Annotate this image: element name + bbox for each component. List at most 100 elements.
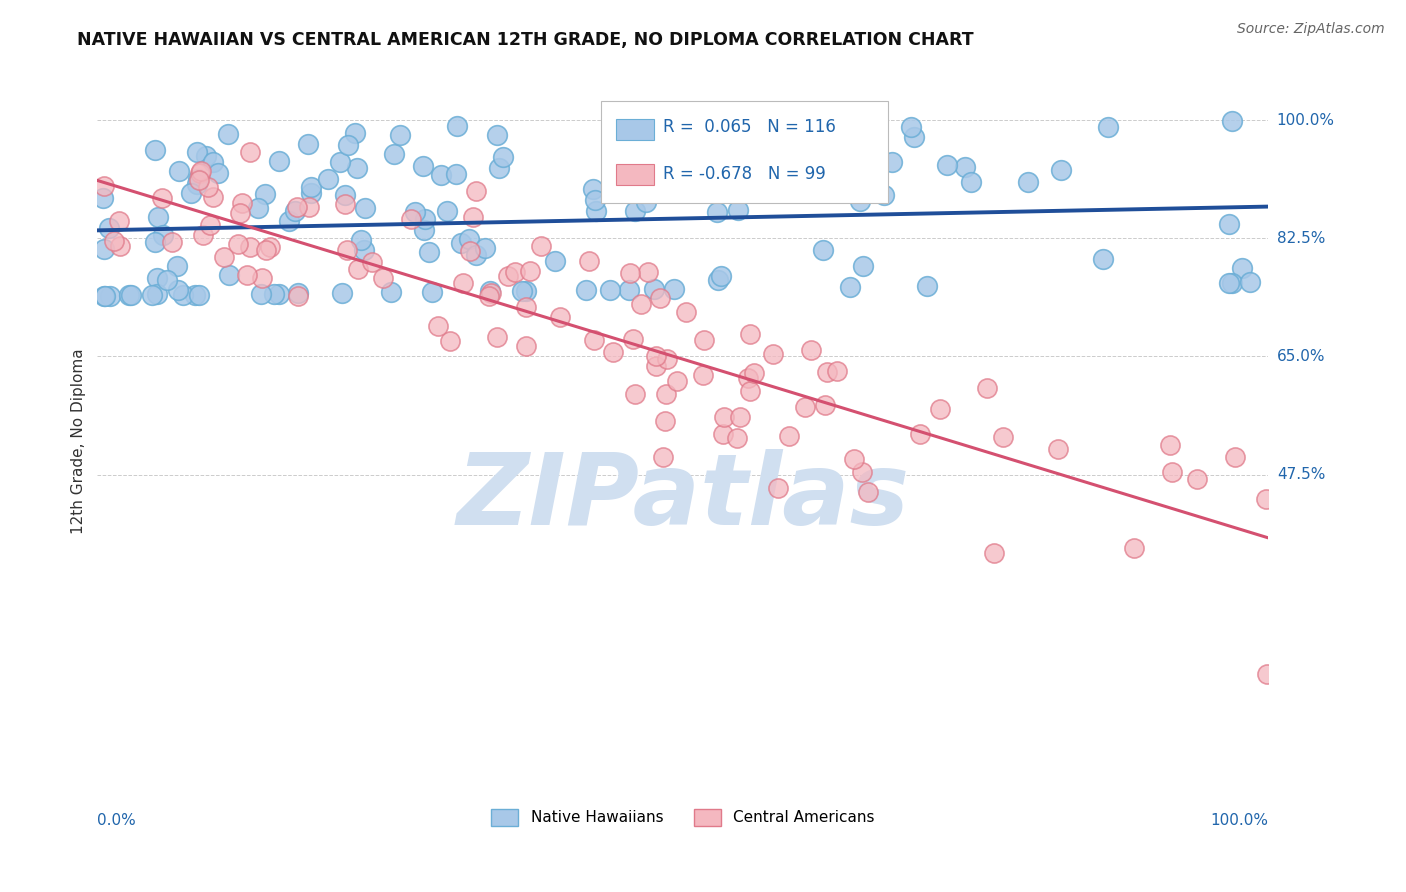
Point xyxy=(344,126,367,140)
Point xyxy=(263,286,285,301)
Point xyxy=(238,145,260,160)
Point xyxy=(1091,252,1114,266)
Point xyxy=(336,243,359,257)
Point xyxy=(207,166,229,180)
Point xyxy=(156,273,179,287)
Point xyxy=(380,285,402,300)
Text: Source: ZipAtlas.com: Source: ZipAtlas.com xyxy=(1237,22,1385,37)
Point xyxy=(991,430,1014,444)
Text: ZIPatlas: ZIPatlas xyxy=(457,449,910,546)
Point xyxy=(444,167,467,181)
Point xyxy=(235,268,257,283)
Point xyxy=(118,288,141,302)
Point xyxy=(160,235,183,250)
Point xyxy=(259,240,281,254)
Point xyxy=(464,184,486,198)
Point xyxy=(1256,667,1278,681)
Point xyxy=(188,287,211,301)
Point xyxy=(713,132,735,146)
Point xyxy=(1218,218,1240,232)
Point xyxy=(250,286,273,301)
Point xyxy=(212,251,235,265)
Point xyxy=(515,339,537,353)
Point xyxy=(103,234,125,248)
Point xyxy=(120,288,142,302)
Point xyxy=(404,205,426,219)
Point xyxy=(1159,438,1181,452)
Point xyxy=(180,186,202,201)
Point xyxy=(330,285,353,300)
Point xyxy=(457,232,479,246)
Point xyxy=(738,326,761,341)
Point xyxy=(299,180,322,194)
Point xyxy=(582,182,605,196)
Point xyxy=(599,283,621,297)
Point xyxy=(814,398,837,412)
Point xyxy=(297,136,319,151)
Point xyxy=(602,344,624,359)
Point xyxy=(766,481,789,495)
Point xyxy=(935,158,957,172)
Point xyxy=(93,288,115,302)
Point xyxy=(1239,276,1261,290)
Point xyxy=(873,188,896,202)
Point xyxy=(692,368,714,383)
Point xyxy=(198,218,221,232)
Point xyxy=(636,170,658,185)
Point xyxy=(624,387,647,401)
Point xyxy=(737,371,759,385)
Point xyxy=(728,409,751,424)
Point xyxy=(800,343,823,357)
Point xyxy=(825,363,848,377)
Point xyxy=(100,288,122,302)
Point xyxy=(706,205,728,219)
Point xyxy=(1122,541,1144,555)
Point xyxy=(882,155,904,169)
Point xyxy=(665,375,688,389)
Point xyxy=(91,191,114,205)
Point xyxy=(953,160,976,174)
Point xyxy=(350,233,373,247)
Point xyxy=(187,172,209,186)
Point xyxy=(420,285,443,299)
Text: 82.5%: 82.5% xyxy=(1277,231,1324,246)
Point xyxy=(1223,450,1246,465)
Point xyxy=(662,282,685,296)
FancyBboxPatch shape xyxy=(600,101,887,203)
Text: 100.0%: 100.0% xyxy=(1211,814,1268,828)
Point xyxy=(267,153,290,168)
Point xyxy=(465,248,488,262)
Point xyxy=(1017,175,1039,189)
Point xyxy=(389,128,412,143)
Point xyxy=(190,164,212,178)
Point xyxy=(852,260,875,274)
Point xyxy=(1230,260,1253,275)
Point xyxy=(184,287,207,301)
Point xyxy=(636,194,658,209)
Point xyxy=(575,283,598,297)
Point xyxy=(287,289,309,303)
Point xyxy=(983,546,1005,560)
Point xyxy=(333,188,356,202)
Point xyxy=(250,271,273,285)
Point xyxy=(652,450,675,465)
Point xyxy=(849,194,872,208)
Point xyxy=(515,284,537,298)
Point xyxy=(226,237,249,252)
Point xyxy=(287,286,309,301)
Point xyxy=(624,204,647,219)
Point xyxy=(492,150,515,164)
Point xyxy=(637,264,659,278)
Point xyxy=(353,244,375,258)
Point xyxy=(191,228,214,243)
Point xyxy=(427,319,450,334)
Point xyxy=(267,286,290,301)
Point xyxy=(145,143,167,157)
Point xyxy=(693,333,716,347)
Point xyxy=(430,168,453,182)
Point xyxy=(1161,465,1184,479)
Point xyxy=(762,346,785,360)
Point xyxy=(297,200,319,214)
Point xyxy=(186,178,208,192)
Point xyxy=(253,186,276,201)
